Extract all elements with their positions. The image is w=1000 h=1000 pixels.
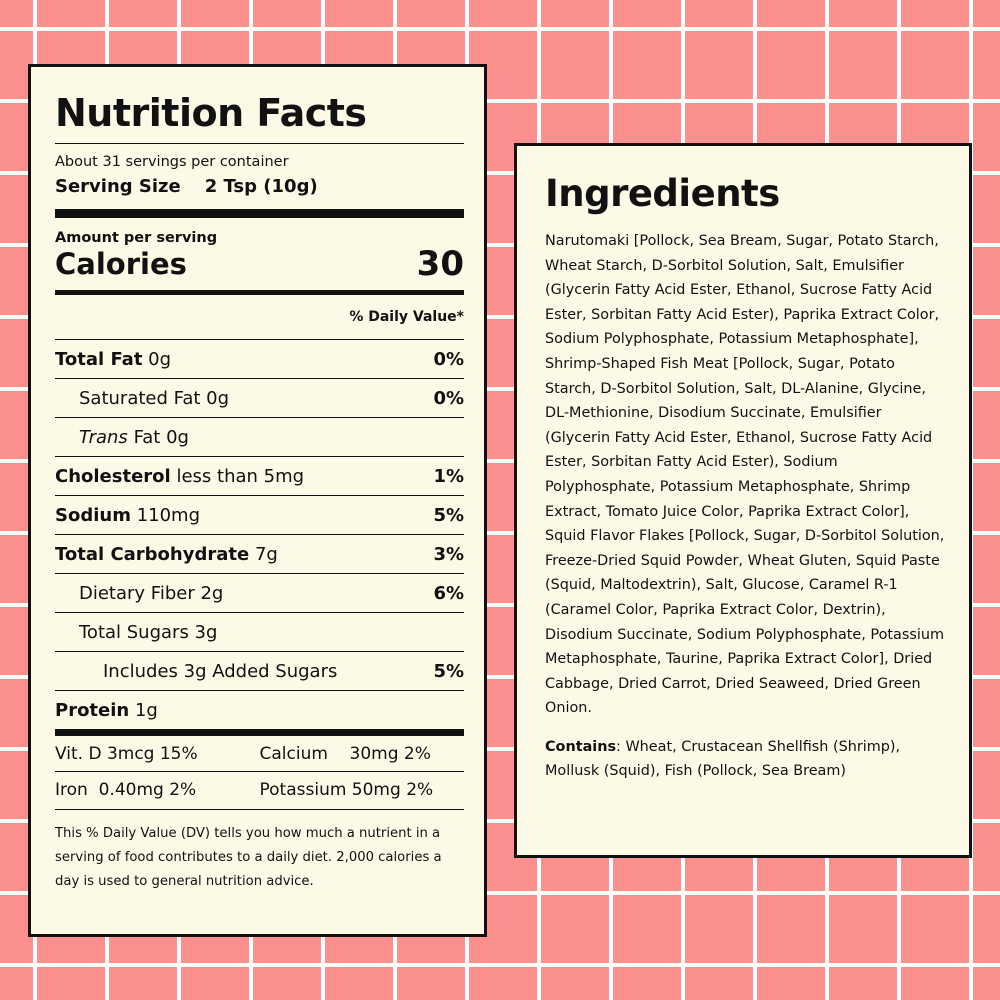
nutrient-name: Total Sugars 3g bbox=[79, 621, 218, 643]
nutrient-row: Protein 1g bbox=[55, 690, 464, 729]
nutrient-dv: 0% bbox=[433, 387, 464, 409]
nutrient-row: Trans Fat 0g bbox=[55, 417, 464, 456]
nutrient-amount: 7g bbox=[254, 543, 278, 565]
nutrient-label: Total Sugars 3g bbox=[79, 622, 217, 643]
nutrient-rows: Total Fat 0g 0% Saturated Fat 0g 0% Trans Fa… bbox=[55, 339, 464, 729]
vitamin: Potassium 50mg 2% bbox=[259, 779, 434, 800]
footnote: This % Daily Value (DV) tells you how mu… bbox=[55, 826, 442, 889]
nutrient-name: Includes 3g Added Sugars bbox=[103, 660, 338, 682]
nutrient-label: Includes 3g Added Sugars bbox=[103, 661, 337, 682]
vitamin-row: Vit. D 3mcg 15% Calcium 30mg 2% bbox=[55, 736, 464, 771]
nutrient-amount: 0g bbox=[206, 387, 230, 409]
vitamin: Iron 0.40mg 2% bbox=[55, 779, 197, 800]
amount-per-serving: Amount per serving bbox=[55, 230, 218, 246]
vitamin: Calcium 30mg 2% bbox=[259, 743, 431, 764]
nutrient-name: Sodium bbox=[55, 504, 131, 526]
nutrient-row: Total Fat 0g 0% bbox=[55, 339, 464, 378]
nutrient-label: Cholesterol less than 5mg bbox=[55, 466, 304, 487]
ingredients-panel: Ingredients Narutomaki [Pollock, Sea Bre… bbox=[514, 143, 972, 858]
nutrient-name: Total Carbohydrate bbox=[55, 543, 250, 565]
nutrient-name: Fat bbox=[133, 426, 161, 448]
nutrient-name: Saturated Fat bbox=[79, 387, 201, 409]
nutrient-dv: 3% bbox=[433, 543, 464, 565]
nutrient-label: Sodium 110mg bbox=[55, 505, 200, 526]
nutrient-name: Dietary Fiber 2g bbox=[79, 582, 224, 604]
nutrient-row: Sodium 110mg 5% bbox=[55, 495, 464, 534]
nutrient-label: Protein 1g bbox=[55, 700, 158, 721]
nutrition-panel: Nutrition Facts About 31 servings per co… bbox=[28, 64, 487, 937]
nutrient-row: Cholesterol less than 5mg 1% bbox=[55, 456, 464, 495]
servings: About 31 servings per container bbox=[55, 154, 289, 170]
ingredients-title: Ingredients bbox=[545, 172, 780, 215]
nutrient-name: Protein bbox=[55, 699, 130, 721]
vitamins: Vit. D 3mcg 15% Calcium 30mg 2% Iron 0.40m… bbox=[55, 736, 464, 807]
vitamin: Vit. D 3mcg 15% bbox=[55, 743, 198, 764]
nutrient-label: Dietary Fiber 2g bbox=[79, 583, 223, 604]
serving-size-label: Serving Size bbox=[55, 176, 181, 197]
contains-label: Contains bbox=[545, 738, 617, 755]
nutrient-dv: 1% bbox=[433, 465, 464, 487]
vitamin-row: Iron 0.40mg 2% Potassium 50mg 2% bbox=[55, 771, 464, 807]
nutrient-row: Saturated Fat 0g 0% bbox=[55, 378, 464, 417]
nutrient-row: Includes 3g Added Sugars 5% bbox=[55, 651, 464, 690]
nutrient-name: Cholesterol bbox=[55, 465, 171, 487]
nutrient-dv: 5% bbox=[433, 660, 464, 682]
daily-value-header: % Daily Value* bbox=[349, 309, 464, 325]
nutrient-name: Total Fat bbox=[55, 348, 143, 370]
nutrient-amount: less than 5mg bbox=[176, 465, 305, 487]
nutrient-label: Saturated Fat 0g bbox=[79, 388, 229, 409]
nutrient-label: Trans Fat 0g bbox=[79, 427, 189, 448]
contains: Contains: Wheat, Crustacean Shellfish (S… bbox=[545, 735, 945, 784]
nutrient-italic: Trans bbox=[79, 426, 128, 448]
nutrient-row: Total Carbohydrate 7g 3% bbox=[55, 534, 464, 573]
nutrient-label: Total Fat 0g bbox=[55, 349, 171, 370]
nutrient-dv: 0% bbox=[433, 348, 464, 370]
calories-value: 30 bbox=[416, 244, 464, 284]
calories-label: Calories bbox=[55, 247, 187, 281]
nutrient-amount: 110mg bbox=[136, 504, 201, 526]
nutrient-dv: 5% bbox=[433, 504, 464, 526]
nutrient-dv: 6% bbox=[433, 582, 464, 604]
nutrient-amount: 1g bbox=[134, 699, 158, 721]
nutrient-label: Total Carbohydrate 7g bbox=[55, 544, 278, 565]
serving-size: 2 Tsp (10g) bbox=[204, 176, 318, 197]
contains-text: : Wheat, Crustacean Shellfish (Shrimp), … bbox=[545, 738, 901, 780]
nutrition-title: Nutrition Facts bbox=[55, 91, 367, 135]
nutrient-amount: 0g bbox=[148, 348, 172, 370]
ingredients-text: Narutomaki [Pollock, Sea Bream, Sugar, P… bbox=[545, 233, 945, 717]
nutrient-row: Dietary Fiber 2g 6% bbox=[55, 573, 464, 612]
nutrient-row: Total Sugars 3g bbox=[55, 612, 464, 651]
nutrient-amount: 0g bbox=[166, 426, 189, 448]
